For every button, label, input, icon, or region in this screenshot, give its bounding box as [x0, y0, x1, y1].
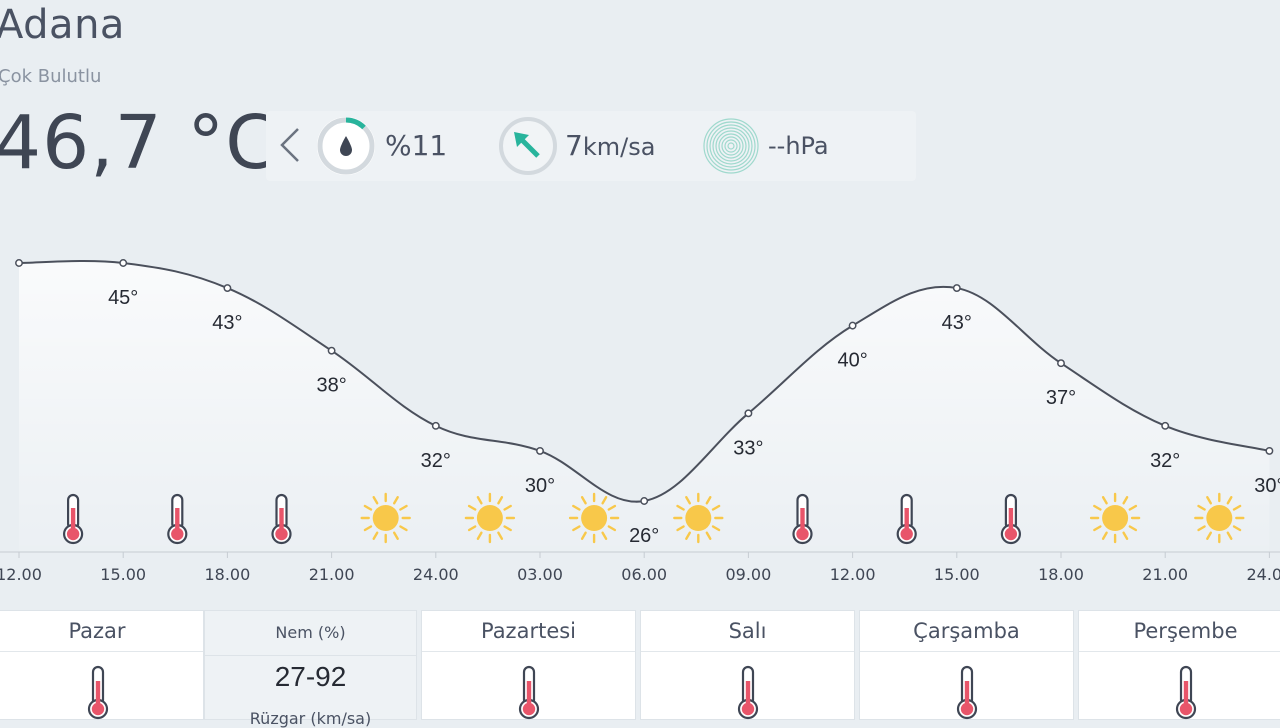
point-label: 38° — [316, 375, 346, 397]
thermometer-icon — [87, 665, 109, 720]
point-label: 32° — [421, 450, 451, 472]
humidity-label: Nem (%) — [275, 623, 346, 642]
x-tick-label: 21.00 — [309, 565, 355, 584]
current-temperature: 46,7 °C — [0, 100, 278, 186]
day-card-pazar[interactable]: Pazar — [0, 610, 204, 720]
x-tick-label: 12.00 — [830, 565, 876, 584]
thermometer-icon — [271, 493, 292, 545]
day-card-pazartesi[interactable]: Pazartesi — [421, 610, 636, 720]
x-tick-label: 24.00 — [1246, 565, 1280, 584]
point-label: 45° — [108, 287, 138, 309]
water-drop-icon — [317, 117, 375, 175]
chart-area — [19, 260, 1270, 552]
x-tick-label: 24.00 — [413, 565, 459, 584]
point-label: 43° — [212, 312, 242, 334]
weather-condition: Çok Bulutlu — [0, 66, 102, 87]
point-label: 30° — [525, 475, 555, 497]
x-tick-label: 03.00 — [517, 565, 563, 584]
thermometer-icon — [896, 493, 917, 545]
chart-point — [640, 497, 649, 505]
divider — [0, 651, 203, 652]
divider — [860, 651, 1073, 652]
sun-icon — [464, 492, 516, 544]
divider — [1079, 651, 1280, 652]
x-tick-label: 18.00 — [204, 565, 250, 584]
day-name: Pazar — [68, 619, 126, 643]
day-card-carsamba[interactable]: Çarşamba — [859, 610, 1074, 720]
divider — [641, 651, 854, 652]
x-tick-label: 15.00 — [934, 565, 980, 584]
day-card-sali[interactable]: Salı — [640, 610, 855, 720]
wind-speed: 7km/sa — [565, 129, 655, 162]
thermometer-icon — [956, 665, 978, 720]
x-tick-label: 09.00 — [725, 565, 771, 584]
thermometer-icon — [1000, 493, 1022, 545]
x-tick-label: 12.00 — [0, 565, 42, 584]
chart-point — [1057, 359, 1065, 368]
chart-point — [223, 284, 232, 293]
humidity-range: 27-92 — [274, 661, 347, 692]
thermometer-icon — [1175, 665, 1197, 720]
wind-unit: km/sa — [582, 133, 656, 161]
day-name: Salı — [728, 619, 767, 643]
sun-icon — [673, 492, 724, 544]
chart-point — [1161, 421, 1170, 430]
x-tick-label: 18.00 — [1038, 565, 1084, 584]
x-tick-label: 15.00 — [100, 565, 146, 584]
temperature-chart: 45° 43° 38° 32° 30° 26° 33° 40° 43° 37° 32° 30° 12.… — [0, 259, 1280, 584]
day-name: Çarşamba — [913, 619, 1020, 643]
day-name: Pazartesi — [480, 619, 577, 643]
day-card-persembe[interactable]: Perşembe — [1078, 610, 1280, 720]
point-label: 33° — [733, 437, 763, 459]
chart-point — [744, 409, 753, 418]
chart-point — [536, 446, 544, 455]
sun-icon — [1089, 492, 1141, 544]
pressure-value: --hPa — [768, 132, 829, 160]
day-name: Perşembe — [1133, 619, 1238, 643]
chart-point — [327, 346, 336, 355]
chart-point — [15, 259, 23, 267]
point-label: 32° — [1150, 450, 1180, 472]
chart-point — [431, 421, 440, 430]
sun-icon — [568, 492, 620, 544]
wind-value: 7 — [565, 129, 583, 162]
city-name: Adana — [0, 2, 125, 48]
chart-point — [119, 259, 128, 267]
point-label: 43° — [942, 312, 972, 334]
chevron-left-icon[interactable] — [274, 125, 304, 165]
stats-panel: %11 7km/sa --hPa — [266, 111, 916, 181]
chart-point — [848, 321, 857, 330]
thermometer-icon — [737, 665, 759, 720]
chart-point — [1265, 446, 1274, 455]
point-label: 37° — [1046, 387, 1076, 409]
divider — [205, 655, 416, 656]
point-label: 40° — [837, 350, 867, 372]
thermometer-icon — [518, 665, 540, 720]
sun-icon — [1194, 492, 1245, 544]
thermometer-icon — [792, 493, 813, 545]
x-tick-label: 06.00 — [621, 565, 667, 584]
point-label: 26° — [629, 525, 659, 547]
sun-icon — [360, 492, 411, 544]
day-detail-panel: Nem (%) 27-92 Rüzgar (km/sa) — [204, 610, 417, 728]
divider — [422, 651, 635, 652]
wind-direction-arrow-icon — [499, 117, 557, 175]
point-label: 30° — [1254, 475, 1280, 497]
wind-label: Rüzgar (km/sa) — [249, 709, 372, 728]
chart-point — [952, 284, 961, 293]
thermometer-icon — [62, 493, 84, 545]
x-tick-label: 21.00 — [1142, 565, 1188, 584]
pressure-rings-icon — [703, 118, 759, 174]
humidity-value: %11 — [385, 129, 448, 162]
thermometer-icon — [167, 493, 188, 545]
daily-forecast: Pazar Nem (%) 27-92 Rüzgar (km/sa) Pazar… — [0, 610, 1280, 728]
